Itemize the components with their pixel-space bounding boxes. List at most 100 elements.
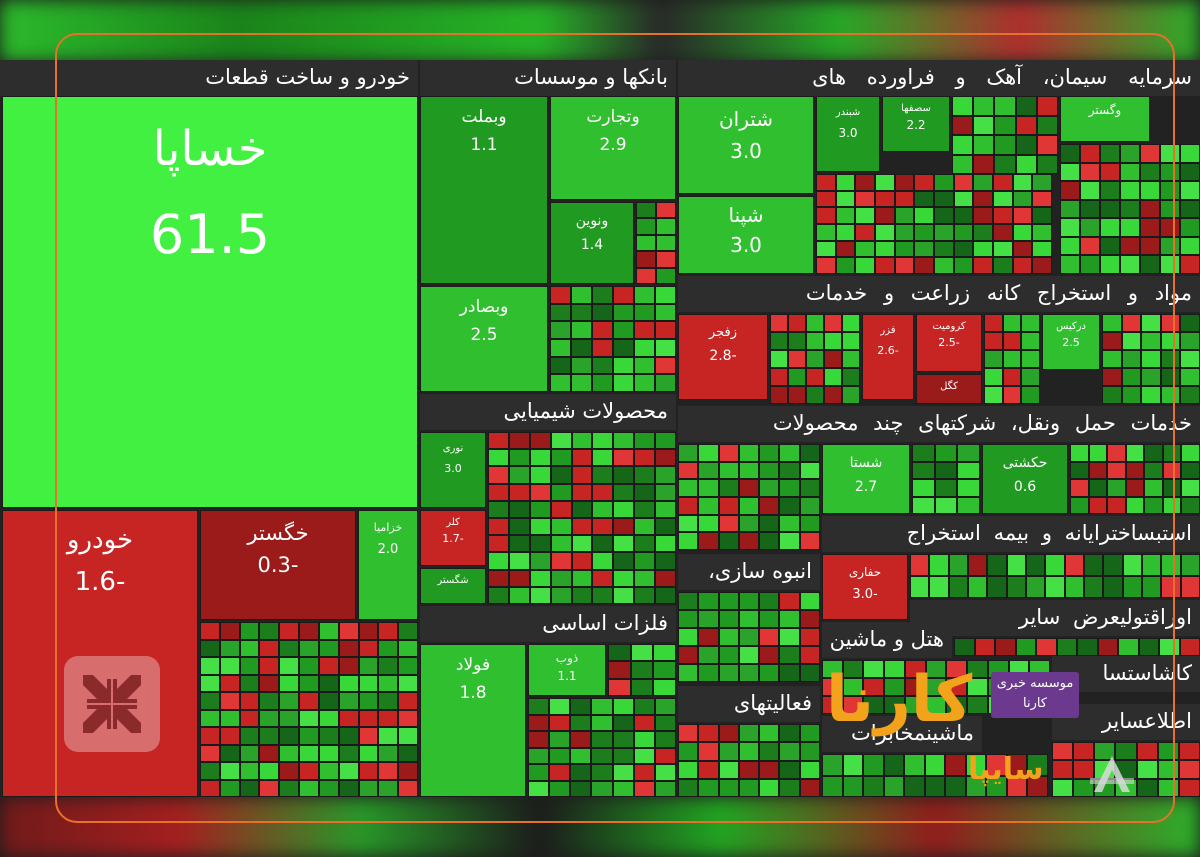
- small-stock-tile[interactable]: [655, 339, 676, 357]
- small-stock-tile[interactable]: [738, 664, 760, 682]
- small-stock-tile[interactable]: [571, 483, 593, 501]
- small-stock-tile[interactable]: [1026, 576, 1046, 598]
- small-stock-tile[interactable]: [529, 552, 551, 570]
- small-stock-tile[interactable]: [529, 466, 551, 484]
- small-stock-tile[interactable]: [1102, 386, 1122, 404]
- small-stock-tile[interactable]: [1032, 224, 1052, 241]
- small-stock-tile[interactable]: [612, 747, 634, 764]
- small-stock-tile[interactable]: [799, 592, 820, 610]
- small-stock-tile[interactable]: [398, 622, 418, 640]
- small-stock-tile[interactable]: [299, 657, 319, 675]
- small-stock-tile[interactable]: [1180, 236, 1200, 256]
- small-stock-tile[interactable]: [1084, 554, 1104, 576]
- small-stock-tile[interactable]: [779, 760, 800, 779]
- small-stock-tile[interactable]: [488, 586, 509, 604]
- small-stock-tile[interactable]: [1015, 154, 1037, 174]
- tile-vagostar[interactable]: وگستر: [1060, 96, 1150, 142]
- small-stock-tile[interactable]: [904, 678, 926, 696]
- small-stock-tile[interactable]: [1080, 144, 1100, 163]
- small-stock-tile[interactable]: [634, 339, 655, 357]
- small-stock-tile[interactable]: [630, 678, 654, 696]
- small-stock-tile[interactable]: [965, 754, 987, 776]
- small-stock-tile[interactable]: [788, 386, 806, 404]
- small-stock-tile[interactable]: [656, 234, 676, 252]
- tile-zefajr[interactable]: زفجر 2.8-: [678, 314, 768, 400]
- small-stock-tile[interactable]: [378, 779, 399, 797]
- small-stock-tile[interactable]: [613, 500, 635, 518]
- small-stock-tile[interactable]: [984, 332, 1003, 350]
- small-stock-tile[interactable]: [1012, 257, 1033, 274]
- small-stock-tile[interactable]: [1088, 496, 1108, 514]
- small-stock-tile[interactable]: [398, 727, 418, 745]
- small-stock-tile[interactable]: [613, 535, 635, 553]
- small-stock-tile[interactable]: [550, 339, 571, 357]
- small-stock-tile[interactable]: [508, 432, 530, 450]
- small-stock-tile[interactable]: [779, 628, 800, 646]
- small-stock-tile[interactable]: [957, 461, 980, 479]
- small-stock-tile[interactable]: [219, 762, 240, 780]
- small-stock-tile[interactable]: [1100, 236, 1120, 256]
- small-stock-tile[interactable]: [634, 356, 655, 375]
- small-stock-tile[interactable]: [200, 744, 220, 762]
- small-stock-tile[interactable]: [219, 692, 240, 710]
- small-stock-tile[interactable]: [1121, 386, 1142, 404]
- small-stock-tile[interactable]: [1080, 236, 1100, 256]
- small-stock-tile[interactable]: [884, 696, 905, 714]
- small-stock-tile[interactable]: [835, 224, 856, 241]
- tile-khasapa[interactable]: خساپا 61.5: [2, 96, 418, 508]
- small-stock-tile[interactable]: [1178, 760, 1200, 779]
- small-stock-tile[interactable]: [738, 532, 760, 550]
- small-stock-tile[interactable]: [912, 496, 935, 514]
- small-stock-tile[interactable]: [738, 778, 760, 797]
- small-stock-tile[interactable]: [1121, 368, 1142, 386]
- small-stock-tile[interactable]: [318, 762, 339, 780]
- small-stock-tile[interactable]: [883, 754, 905, 776]
- small-stock-tile[interactable]: [904, 696, 926, 714]
- small-stock-tile[interactable]: [835, 190, 856, 208]
- small-stock-tile[interactable]: [653, 661, 676, 679]
- small-stock-tile[interactable]: [613, 483, 635, 501]
- small-stock-tile[interactable]: [1120, 236, 1140, 256]
- small-stock-tile[interactable]: [1002, 386, 1022, 404]
- small-stock-tile[interactable]: [358, 727, 379, 745]
- small-stock-tile[interactable]: [718, 742, 739, 761]
- small-stock-tile[interactable]: [698, 514, 719, 533]
- small-stock-tile[interactable]: [219, 657, 240, 675]
- small-stock-tile[interactable]: [613, 374, 634, 392]
- small-stock-tile[interactable]: [338, 779, 359, 797]
- small-stock-tile[interactable]: [259, 692, 280, 710]
- small-stock-tile[interactable]: [718, 664, 739, 682]
- small-stock-tile[interactable]: [952, 96, 974, 116]
- small-stock-tile[interactable]: [799, 760, 820, 779]
- small-stock-tile[interactable]: [884, 660, 905, 678]
- small-stock-tile[interactable]: [259, 744, 280, 762]
- small-stock-tile[interactable]: [529, 569, 551, 587]
- small-stock-tile[interactable]: [799, 497, 820, 515]
- small-stock-tile[interactable]: [550, 356, 571, 375]
- small-stock-tile[interactable]: [678, 628, 699, 646]
- small-stock-tile[interactable]: [957, 496, 980, 514]
- small-stock-tile[interactable]: [299, 727, 319, 745]
- small-stock-tile[interactable]: [612, 780, 634, 797]
- small-stock-tile[interactable]: [1141, 314, 1161, 332]
- small-stock-tile[interactable]: [1012, 190, 1033, 208]
- small-stock-tile[interactable]: [654, 731, 676, 748]
- small-stock-tile[interactable]: [549, 731, 571, 748]
- small-stock-tile[interactable]: [591, 714, 613, 731]
- small-stock-tile[interactable]: [1115, 742, 1137, 761]
- small-stock-tile[interactable]: [318, 779, 339, 797]
- tile-fazar[interactable]: فزر 2.6-: [862, 314, 914, 400]
- small-stock-tile[interactable]: [967, 696, 988, 714]
- small-stock-tile[interactable]: [934, 461, 958, 479]
- small-stock-tile[interactable]: [1015, 115, 1037, 135]
- small-stock-tile[interactable]: [718, 724, 739, 743]
- small-stock-tile[interactable]: [633, 780, 655, 797]
- small-stock-tile[interactable]: [799, 646, 820, 664]
- small-stock-tile[interactable]: [842, 314, 860, 332]
- small-stock-tile[interactable]: [934, 444, 958, 462]
- small-stock-tile[interactable]: [338, 692, 359, 710]
- small-stock-tile[interactable]: [398, 674, 418, 692]
- small-stock-tile[interactable]: [612, 731, 634, 748]
- small-stock-tile[interactable]: [904, 775, 925, 797]
- small-stock-tile[interactable]: [984, 368, 1003, 386]
